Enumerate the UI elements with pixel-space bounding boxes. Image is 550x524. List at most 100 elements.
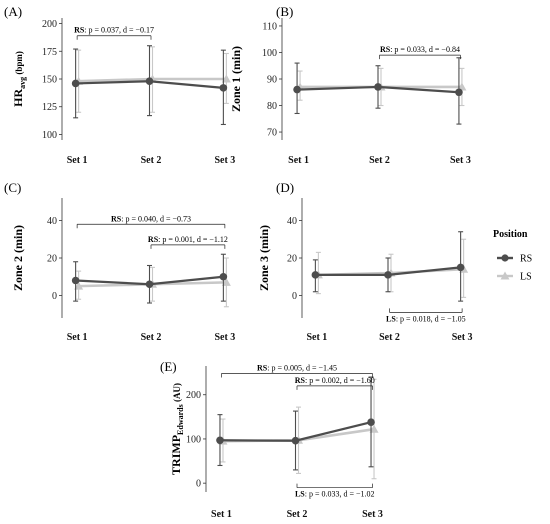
- significance-label: RS: p = 0.040, d = −0.73: [111, 214, 191, 223]
- data-point: [71, 79, 80, 88]
- y-axis-label: Zone 3 (min): [257, 225, 271, 291]
- x-tick-label: Set 2: [287, 509, 308, 520]
- y-tick-label: 80: [267, 101, 277, 112]
- significance-bracket: RS: p = 0.040, d = −0.73: [76, 214, 226, 229]
- significance-label: RS: p = 0.005, d = −1.45: [257, 364, 337, 373]
- significance-label: RS: p = 0.037, d = −0.17: [74, 26, 154, 35]
- y-axis-label-main: Zone 1 (min): [229, 46, 243, 112]
- x-tick-label: Set 3: [214, 332, 235, 343]
- y-tick-label: 40: [287, 216, 297, 227]
- data-point: [293, 85, 301, 94]
- y-axis-label-unit: (bpm): [14, 51, 24, 77]
- series-rs: [71, 45, 228, 126]
- data-point: [145, 280, 154, 289]
- significance-label: LS: p = 0.033, d = −1.02: [295, 490, 375, 499]
- data-point: [369, 424, 379, 433]
- significance-stats: : p = 0.001, d = −1.12: [158, 235, 228, 244]
- data-point: [384, 271, 392, 279]
- x-tick-label: Set 1: [306, 332, 327, 343]
- panel-a: (A) 100 125 150 175 200 Set 1 Set 2 Set 3 HRavg (…: [4, 4, 235, 166]
- panel-label: (D): [276, 180, 294, 195]
- legend-label: RS: [520, 254, 532, 265]
- data-point: [74, 281, 84, 290]
- y-tick-label: 125: [42, 102, 57, 113]
- data-point: [455, 88, 463, 97]
- y-axis-label-subscript: Edwards: [176, 404, 185, 435]
- significance-group: LS: [386, 314, 396, 323]
- significance-bracket: RS: p = 0.002, d = −1.60: [295, 376, 375, 390]
- data-point: [456, 263, 465, 272]
- x-tick-label: Set 3: [450, 155, 471, 166]
- y-tick-label: 100: [262, 48, 277, 59]
- series-rs: [216, 376, 375, 471]
- y-tick-label: 90: [267, 75, 277, 86]
- significance-bracket: RS: p = 0.001, d = −1.12: [148, 235, 228, 249]
- x-tick-label: Set 2: [369, 155, 390, 166]
- y-tick-label: 20: [47, 254, 57, 265]
- legend: Position RS LS: [493, 229, 532, 283]
- panel-d: (D) 0 20 40 Set 1 Set 2 Set 3 Zone 3 (min) LS: p…: [257, 180, 473, 343]
- y-tick-label: 200: [42, 19, 57, 30]
- data-point: [457, 82, 467, 91]
- panel-label: (E): [160, 359, 177, 374]
- data-point: [221, 74, 231, 83]
- legend-label: LS: [520, 272, 532, 283]
- panel-label: (C): [4, 180, 21, 195]
- legend-marker: [500, 271, 510, 280]
- data-point: [219, 272, 228, 281]
- y-tick-label: 0: [292, 291, 297, 302]
- y-axis-label-unit: (AU): [172, 383, 182, 404]
- y-tick-label: 175: [42, 47, 57, 58]
- x-tick-label: Set 1: [67, 332, 88, 343]
- panel-b: (B) 70 80 90 100 110 Set 1 Set 2 Set 3 Zone 1 (mi…: [229, 4, 471, 166]
- y-axis-label-main: Zone 3 (min): [257, 225, 271, 291]
- y-axis-label-subscript: avg: [18, 77, 27, 89]
- y-tick-label: 100: [186, 434, 201, 445]
- y-tick-label: 40: [47, 216, 57, 227]
- legend-item-rs: RS: [497, 254, 532, 265]
- data-point: [71, 276, 80, 285]
- significance-bracket: RS: p = 0.033, d = −0.84: [379, 45, 461, 60]
- data-point: [145, 77, 154, 86]
- y-axis-label-main: HR: [11, 89, 25, 107]
- data-point: [374, 83, 382, 91]
- x-tick-label: Set 3: [362, 509, 383, 520]
- significance-group: RS: [111, 214, 122, 223]
- y-axis-label: Zone 1 (min): [229, 46, 243, 112]
- y-tick-label: 0: [52, 291, 57, 302]
- significance-stats: : p = 0.037, d = −0.17: [84, 26, 154, 35]
- y-axis-label-main: Zone 2 (min): [11, 225, 25, 291]
- x-tick-label: Set 2: [141, 155, 162, 166]
- data-point: [311, 271, 320, 279]
- significance-label: RS: p = 0.002, d = −1.60: [295, 376, 375, 385]
- legend-marker: [501, 254, 509, 262]
- series-ls: [218, 378, 379, 480]
- data-point: [219, 84, 228, 92]
- significance-bracket: RS: p = 0.037, d = −0.17: [74, 26, 154, 40]
- y-tick-label: 110: [262, 21, 277, 32]
- data-point: [216, 436, 224, 445]
- y-axis-label-main: TRIMP: [169, 435, 183, 475]
- significance-label: RS: p = 0.001, d = −1.12: [148, 235, 228, 244]
- panel-label: (A): [4, 4, 22, 19]
- significance-label: RS: p = 0.033, d = −0.84: [380, 45, 460, 54]
- y-tick-label: 0: [196, 479, 201, 490]
- y-tick-label: 100: [42, 130, 57, 141]
- significance-group: RS: [380, 45, 391, 54]
- y-tick-label: 200: [186, 390, 201, 401]
- significance-group: RS: [257, 364, 268, 373]
- panel-label: (B): [276, 4, 293, 19]
- significance-group: RS: [295, 376, 306, 385]
- significance-group: LS: [295, 490, 305, 499]
- significance-stats: : p = 0.040, d = −0.73: [121, 214, 191, 223]
- y-axis-label: Zone 2 (min): [11, 225, 25, 291]
- significance-stats: : p = 0.033, d = −1.02: [305, 490, 375, 499]
- significance-bracket: RS: p = 0.005, d = −1.45: [221, 364, 373, 378]
- y-axis-label: TRIMPEdwards (AU): [169, 383, 185, 475]
- series-rs: [71, 253, 228, 304]
- y-tick-label: 150: [42, 75, 57, 86]
- significance-bracket: LS: p = 0.018, d = −1.05: [386, 308, 466, 323]
- y-axis-label: HRavg (bpm): [11, 51, 27, 107]
- x-tick-label: Set 1: [288, 155, 309, 166]
